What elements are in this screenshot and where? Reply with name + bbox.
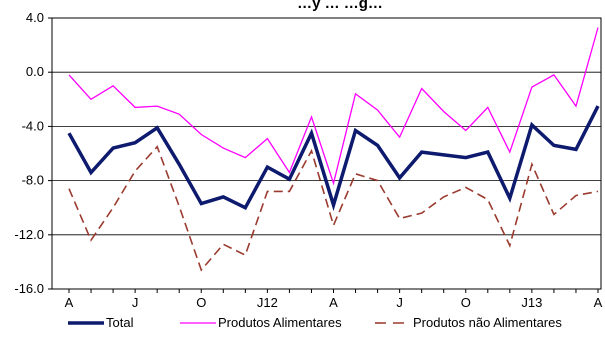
y-tick-label: -4.0 — [22, 118, 44, 133]
x-tick-label: J — [132, 295, 139, 310]
x-tick-label: O — [196, 295, 206, 310]
legend-label-1: Total — [106, 315, 134, 330]
grid-layer — [52, 17, 601, 290]
x-tick-label: J12 — [257, 295, 278, 310]
y-tick-label: -8.0 — [22, 173, 44, 188]
series-layer — [67, 27, 600, 272]
legend: Total Produtos Alimentares Produtos não Al… — [68, 315, 562, 330]
series-line-3 — [68, 145, 599, 272]
axes-layer: 4.0 0.0 -4.0 -8.0 -12.0 -16.0 A J O J12 A J O J13 A — [14, 10, 602, 310]
y-tick-label: -12.0 — [14, 227, 44, 242]
legend-label-3: Produtos não Alimentares — [413, 315, 562, 330]
series-line-2 — [68, 27, 599, 186]
y-tick-label: -16.0 — [14, 281, 44, 296]
x-tick-label: J13 — [521, 295, 542, 310]
x-tick-label: J — [396, 295, 403, 310]
y-tick-label: 0.0 — [26, 64, 44, 79]
legend-label-2: Produtos Alimentares — [218, 315, 342, 330]
x-tick-label: A — [594, 295, 603, 310]
x-tick-label: A — [329, 295, 338, 310]
x-tick-label: A — [65, 295, 74, 310]
y-tick-label: 4.0 — [26, 10, 44, 25]
plot-frame — [51, 17, 602, 290]
chart-title: …y … …g… — [297, 0, 383, 12]
series-line-1 — [67, 105, 600, 212]
x-tick-label: O — [461, 295, 471, 310]
